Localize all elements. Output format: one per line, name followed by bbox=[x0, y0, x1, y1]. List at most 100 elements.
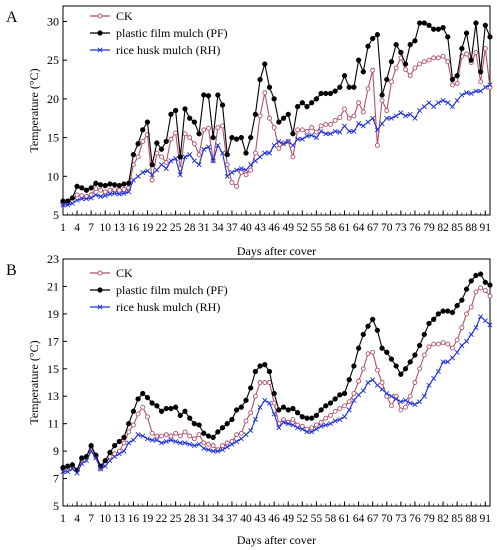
p1-s1-point-26 bbox=[182, 408, 188, 414]
p1-s1-point-40 bbox=[248, 385, 254, 391]
panel-1-xtick-label-17: 52 bbox=[297, 513, 309, 525]
panel-1-xtick-label-7: 22 bbox=[156, 513, 168, 525]
p1-s0-point-21 bbox=[159, 433, 164, 439]
p0-s2-point-37 bbox=[234, 167, 240, 173]
p1-s1-point-15 bbox=[130, 408, 137, 414]
p0-s1-point-29 bbox=[196, 131, 202, 137]
p1-s0-point-13 bbox=[121, 440, 127, 446]
p1-s0-point-88 bbox=[473, 289, 479, 295]
p1-s0-point-67 bbox=[374, 367, 380, 373]
p0-s2-point-28 bbox=[191, 158, 197, 164]
p1-s1-point-20 bbox=[154, 403, 160, 409]
p0-s2-point-75 bbox=[412, 115, 418, 121]
p0-s1-point-54 bbox=[313, 96, 320, 102]
p1-s0-point-66 bbox=[370, 349, 376, 355]
panel-0-ytick-label-2: 15 bbox=[47, 131, 59, 145]
p0-s2-point-14 bbox=[126, 189, 132, 195]
p0-s0-point-43 bbox=[262, 90, 268, 96]
p0-s1-point-11 bbox=[111, 182, 118, 188]
panel-1-ytick-label-1: 7 bbox=[53, 472, 59, 486]
p1-s2-point-80 bbox=[435, 369, 441, 375]
p0-s0-point-42 bbox=[257, 113, 263, 119]
p1-s0-point-53 bbox=[309, 425, 315, 431]
p0-s2-point-55 bbox=[318, 128, 324, 134]
p0-s2-point-16 bbox=[135, 173, 141, 179]
p1-s1-point-6 bbox=[88, 442, 94, 449]
p0-s1-point-35 bbox=[224, 151, 230, 158]
p1-s2-point-63 bbox=[356, 392, 362, 398]
p1-s1-point-43 bbox=[262, 362, 268, 368]
p0-s0-point-66 bbox=[370, 67, 376, 73]
panel-1-ytick-label-4: 13 bbox=[47, 389, 59, 403]
p1-s1-point-53 bbox=[309, 415, 315, 421]
panel-0-ytick-label-4: 25 bbox=[47, 53, 59, 67]
p1-s0-point-36 bbox=[229, 439, 235, 444]
p1-s1-point-91 bbox=[487, 282, 493, 288]
p1-s1-point-62 bbox=[351, 363, 357, 369]
p1-s1-point-19 bbox=[149, 400, 155, 406]
panel-0-legend-label-2: rice husk mulch (RH) bbox=[116, 43, 220, 57]
p1-s0-point-84 bbox=[454, 337, 460, 343]
p1-s2-point-57 bbox=[327, 421, 333, 427]
p0-s2-point-33 bbox=[215, 142, 221, 148]
p1-s2-point-13 bbox=[121, 448, 127, 454]
panel-1-xtick-label-3: 10 bbox=[99, 513, 111, 525]
p1-s2-point-22 bbox=[163, 438, 169, 445]
p1-s1-point-85 bbox=[459, 297, 465, 303]
p1-s1-point-12 bbox=[116, 438, 122, 445]
p0-s2-point-25 bbox=[177, 172, 183, 178]
p0-s1-point-86 bbox=[463, 30, 470, 36]
panel-1-label: B bbox=[6, 262, 17, 279]
p1-s2-point-9 bbox=[102, 463, 108, 469]
p1-s0-point-69 bbox=[384, 393, 390, 399]
p1-s1-point-16 bbox=[135, 396, 141, 402]
p0-s0-point-76 bbox=[417, 61, 423, 67]
p1-s1-point-9 bbox=[102, 458, 108, 464]
p0-s1-point-2 bbox=[69, 195, 76, 201]
panel-1-xtick-label-19: 58 bbox=[325, 513, 337, 525]
p0-slegend-point-2 bbox=[97, 47, 103, 53]
p0-s0-point-81 bbox=[440, 53, 446, 59]
p1-s2-point-43 bbox=[262, 397, 268, 403]
p0-s1-point-72 bbox=[398, 49, 404, 56]
p1-s1-point-78 bbox=[426, 320, 432, 327]
p0-s2-point-56 bbox=[323, 131, 329, 137]
p0-s0-point-55 bbox=[318, 123, 324, 129]
p1-s2-point-82 bbox=[445, 359, 451, 365]
p0-s0-point-56 bbox=[323, 121, 329, 127]
p0-s2-point-64 bbox=[360, 123, 366, 129]
p0-s1-point-61 bbox=[346, 84, 352, 90]
p1-s1-point-34 bbox=[219, 425, 226, 431]
p1-s1-point-52 bbox=[304, 415, 310, 421]
panel-0-xtick-label-28: 85 bbox=[451, 222, 463, 234]
panel-0-xtick-label-14: 43 bbox=[254, 222, 266, 234]
panel-1-xtick-label-15: 46 bbox=[268, 513, 280, 525]
panel-0-xtick-label-9: 28 bbox=[184, 222, 196, 234]
p1-s1-point-66 bbox=[370, 316, 376, 323]
panel-1-xtick-label-0: 1 bbox=[60, 513, 66, 525]
panel-0-xtick-label-22: 67 bbox=[367, 222, 379, 234]
p0-s2-point-85 bbox=[459, 92, 465, 98]
p1-s0-point-39 bbox=[243, 418, 249, 424]
panel-0-xtick-label-10: 31 bbox=[198, 222, 210, 234]
p1-s1-point-80 bbox=[435, 311, 442, 317]
panel-0-xtick-label-21: 64 bbox=[353, 222, 365, 234]
p0-s2-point-0 bbox=[60, 202, 66, 208]
p0-s2-point-59 bbox=[337, 129, 343, 135]
p1-s0-point-22 bbox=[163, 432, 169, 438]
p0-s1-point-38 bbox=[238, 134, 244, 141]
p0-s2-point-3 bbox=[74, 197, 80, 203]
p1-s2-point-20 bbox=[154, 437, 160, 443]
p0-s1-point-41 bbox=[252, 111, 259, 118]
p1-s0-point-19 bbox=[149, 430, 155, 436]
p0-s2-point-57 bbox=[327, 131, 333, 137]
p0-s0-point-51 bbox=[299, 127, 305, 133]
panel-0-xtick-label-18: 55 bbox=[311, 222, 323, 234]
p0-s1-point-78 bbox=[426, 22, 432, 29]
p0-s0-point-29 bbox=[196, 152, 202, 158]
p0-s0-point-28 bbox=[191, 141, 197, 147]
p0-s1-point-34 bbox=[219, 102, 226, 108]
p1-s0-point-70 bbox=[389, 403, 394, 409]
p0-s1-point-4 bbox=[79, 185, 85, 191]
